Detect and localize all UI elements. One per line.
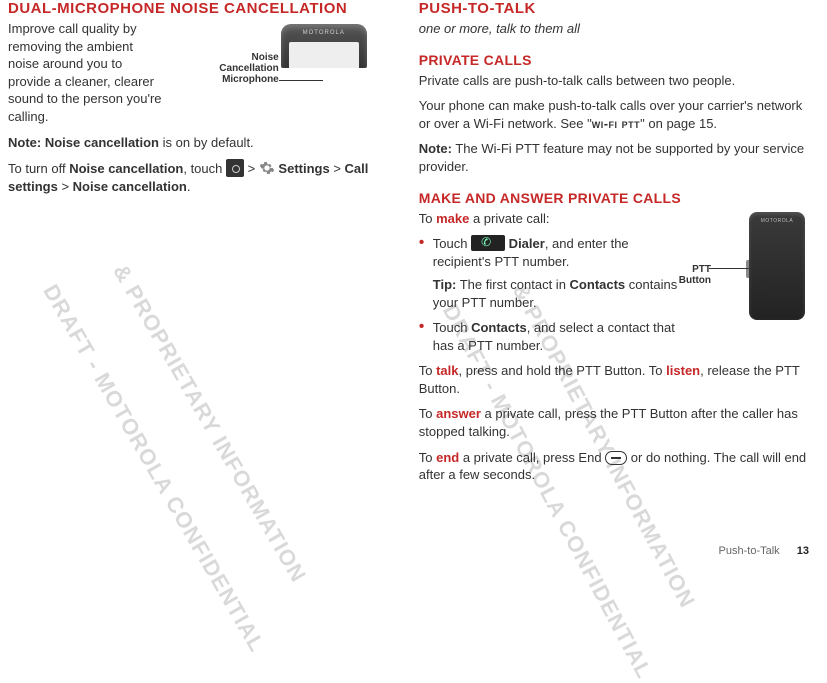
dialer-icon [471, 235, 505, 251]
body-paragraph: To answer a private call, press the PTT … [419, 405, 809, 440]
end-key-icon [605, 451, 627, 465]
section-heading: Dual-microphone noise cancellation [8, 0, 379, 17]
smallcaps-term: wi-fi ptt [592, 116, 640, 131]
instruction-paragraph: To turn off Noise cancellation, touch > … [8, 159, 379, 195]
text: a private call, press End [459, 450, 605, 465]
action-word: make [436, 211, 469, 226]
phone-side-illustration [749, 212, 805, 320]
note-label: Note: [8, 135, 41, 150]
separator: > [58, 179, 73, 194]
text: To [419, 363, 436, 378]
term: Contacts [570, 277, 626, 292]
note-label: Note: [419, 141, 452, 156]
term: Contacts [471, 320, 527, 335]
body-paragraph: Private calls are push-to-talk calls bet… [419, 72, 809, 90]
text: Touch [433, 236, 471, 251]
annotation-label: Cancellation [201, 63, 279, 74]
text: a private call: [469, 211, 549, 226]
term: Noise cancellation [45, 135, 159, 150]
text: Touch [433, 320, 471, 335]
text: , touch [183, 161, 226, 176]
list-item: Touch Dialer, and enter the recipient's … [419, 235, 689, 311]
tip-paragraph: Tip: The first contact in Contacts conta… [433, 276, 689, 311]
annotation-line [709, 268, 749, 269]
intro-paragraph: Improve call quality by removing the amb… [8, 20, 163, 125]
term: Settings [275, 161, 330, 176]
text: To [419, 450, 436, 465]
action-word: answer [436, 406, 481, 421]
text: The Wi-Fi PTT feature may not be support… [419, 141, 804, 174]
text: The first contact in [456, 277, 569, 292]
text: To [419, 211, 436, 226]
menu-icon [226, 159, 244, 177]
text: . [187, 179, 191, 194]
text: , press and hold the PTT Button. To [459, 363, 667, 378]
text: " on page 15. [640, 116, 717, 131]
text: To turn off [8, 161, 69, 176]
section-heading: Push-to-talk [419, 0, 809, 17]
text: is on by default. [159, 135, 254, 150]
action-word: listen [666, 363, 700, 378]
phone-illustration [281, 24, 367, 68]
annotation-label: Microphone [201, 74, 279, 88]
body-paragraph: To end a private call, press End or do n… [419, 449, 809, 484]
page-footer: Push-to-Talk 13 [719, 545, 809, 557]
body-paragraph: To talk, press and hold the PTT Button. … [419, 362, 809, 397]
subsection-heading: Private calls [419, 52, 809, 68]
text: To [419, 406, 436, 421]
tagline: one or more, talk to them all [419, 20, 809, 38]
action-word: end [436, 450, 459, 465]
term: Noise cancellation [69, 161, 183, 176]
note-paragraph: Note: The Wi-Fi PTT feature may not be s… [419, 140, 809, 175]
page-number: 13 [797, 545, 809, 557]
action-word: talk [436, 363, 458, 378]
gear-icon [259, 160, 275, 176]
note-paragraph: Note: Noise cancellation is on by defaul… [8, 134, 379, 152]
annotation-label: PTT [692, 264, 711, 275]
footer-section: Push-to-Talk [719, 545, 780, 557]
tip-label: Tip: [433, 277, 457, 292]
term: Noise cancellation [73, 179, 187, 194]
term: Dialer [505, 236, 545, 251]
list-item: Touch Contacts, and select a contact tha… [419, 319, 689, 354]
subsection-heading: Make and answer private calls [419, 190, 809, 206]
body-paragraph: Your phone can make push-to-talk calls o… [419, 97, 809, 132]
separator: > [330, 161, 345, 176]
separator: > [244, 161, 259, 176]
annotation-label: Noise [201, 52, 279, 63]
